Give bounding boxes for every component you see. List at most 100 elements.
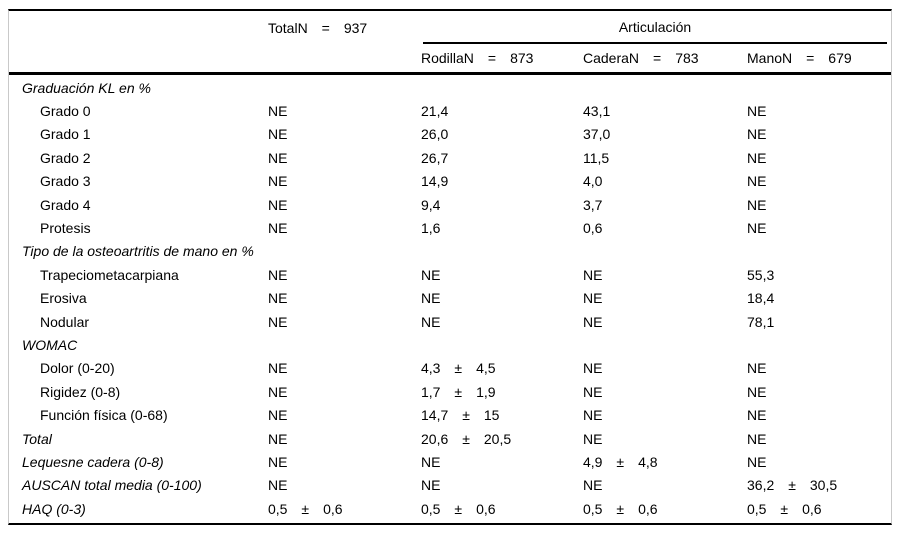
table-row: AUSCAN total media (0-100) NE NE NE 36,2… bbox=[9, 474, 891, 497]
cell-cadera: 43,1 bbox=[583, 103, 611, 120]
cell-cadera bbox=[583, 240, 747, 263]
cell-mano bbox=[747, 333, 891, 356]
table-body: Graduación KL en % Grado 0 NE 21,4 43,1 … bbox=[9, 75, 891, 523]
table-row: Graduación KL en % bbox=[9, 76, 891, 99]
cell-total: NE bbox=[268, 173, 288, 190]
row-label: Función física (0-68) bbox=[40, 407, 168, 424]
table-row: Rigidez (0-8) NE 1,7 ± 1,9 NE NE bbox=[9, 380, 891, 403]
cell-rodilla: 1,7 ± 1,9 bbox=[421, 383, 496, 400]
row-label: Grado 4 bbox=[40, 196, 91, 213]
cell-total: NE bbox=[268, 383, 288, 400]
cadera-n-header: CaderaN = 783 bbox=[583, 44, 747, 72]
table-row: HAQ (0-3) 0,5 ± 0,6 0,5 ± 0,6 0,5 ± 0,6 … bbox=[9, 497, 891, 520]
table-row: Nodular NE NE NE 78,1 bbox=[9, 310, 891, 333]
cell-mano: NE bbox=[747, 220, 767, 237]
cell-mano bbox=[747, 76, 891, 99]
cell-cadera: NE bbox=[583, 266, 603, 283]
mano-n-value: 679 bbox=[828, 50, 852, 66]
cell-mano: NE bbox=[747, 126, 767, 143]
table-row: Trapeciometacarpiana NE NE NE 55,3 bbox=[9, 263, 891, 286]
table-row: Tipo de la osteoartritis de mano en % bbox=[9, 240, 891, 263]
cell-rodilla: 26,7 bbox=[421, 149, 449, 166]
cell-rodilla: 21,4 bbox=[421, 103, 449, 120]
table-header: TotalN = 937 Articulación RodillaN = 873… bbox=[9, 11, 891, 75]
total-n-header: TotalN = 937 bbox=[268, 11, 421, 44]
cell-total bbox=[268, 240, 421, 263]
cell-rodilla: 1,6 bbox=[421, 220, 441, 237]
row-label: HAQ (0-3) bbox=[22, 500, 86, 517]
cell-mano: NE bbox=[747, 173, 767, 190]
cell-total: NE bbox=[268, 360, 288, 377]
cell-total: 0,5 ± 0,6 bbox=[268, 500, 343, 517]
table-row: Grado 2 NE 26,7 11,5 NE bbox=[9, 146, 891, 169]
row-label: Tipo de la osteoartritis de mano en % bbox=[22, 243, 254, 260]
cell-cadera: 37,0 bbox=[583, 126, 611, 143]
cell-cadera bbox=[583, 333, 747, 356]
cell-mano: 78,1 bbox=[747, 313, 775, 330]
cell-rodilla: 4,3 ± 4,5 bbox=[421, 360, 496, 377]
rodilla-n-header: RodillaN = 873 bbox=[421, 44, 583, 72]
cell-total: NE bbox=[268, 453, 288, 470]
row-label: Rigidez (0-8) bbox=[40, 383, 121, 400]
cell-cadera: 0,5 ± 0,6 bbox=[583, 500, 658, 517]
cell-mano: NE bbox=[747, 407, 767, 424]
cell-total: NE bbox=[268, 313, 288, 330]
header-empty-cell bbox=[9, 11, 268, 44]
cell-cadera: NE bbox=[583, 430, 603, 447]
cell-mano: NE bbox=[747, 383, 767, 400]
cell-cadera: 4,9 ± 4,8 bbox=[583, 453, 658, 470]
row-label: Protesis bbox=[40, 220, 91, 237]
cell-total: NE bbox=[268, 290, 288, 307]
cell-total bbox=[268, 76, 421, 99]
table-row: Dolor (0-20) NE 4,3 ± 4,5 NE NE bbox=[9, 357, 891, 380]
equals-sign: = bbox=[653, 50, 662, 66]
cell-total: NE bbox=[268, 149, 288, 166]
cell-mano: 0,5 ± 0,6 bbox=[747, 500, 822, 517]
cell-rodilla: 14,7 ± 15 bbox=[421, 407, 500, 424]
row-label: Grado 3 bbox=[40, 173, 91, 190]
table-row: WOMAC bbox=[9, 333, 891, 356]
cell-rodilla: NE bbox=[421, 266, 441, 283]
cell-total: NE bbox=[268, 196, 288, 213]
cadera-n-label: CaderaN bbox=[583, 50, 640, 66]
row-label: Erosiva bbox=[40, 290, 87, 307]
cell-rodilla: 20,6 ± 20,5 bbox=[421, 430, 512, 447]
cell-cadera: NE bbox=[583, 383, 603, 400]
row-label: WOMAC bbox=[22, 336, 78, 353]
cell-total bbox=[268, 333, 421, 356]
cell-cadera: NE bbox=[583, 360, 603, 377]
cell-mano: NE bbox=[747, 103, 767, 120]
equals-sign: = bbox=[487, 50, 497, 66]
cell-total: NE bbox=[268, 266, 288, 283]
row-label: Graduación KL en % bbox=[22, 79, 151, 96]
row-label: Dolor (0-20) bbox=[40, 360, 115, 377]
row-label: Grado 2 bbox=[40, 149, 91, 166]
cell-mano: NE bbox=[747, 453, 767, 470]
cell-rodilla: 0,5 ± 0,6 bbox=[421, 500, 496, 517]
mano-n-label: ManoN bbox=[747, 50, 793, 66]
table-row: Grado 3 NE 14,9 4,0 NE bbox=[9, 170, 891, 193]
table-row: Protesis NE 1,6 0,6 NE bbox=[9, 216, 891, 239]
cell-rodilla: NE bbox=[421, 313, 441, 330]
row-label: Nodular bbox=[40, 313, 90, 330]
cell-total: NE bbox=[268, 407, 288, 424]
table-row: Función física (0-68) NE 14,7 ± 15 NE NE bbox=[9, 403, 891, 426]
header-empty-cell bbox=[268, 44, 421, 72]
header-row-total: TotalN = 937 Articulación bbox=[9, 11, 891, 44]
cell-total: NE bbox=[268, 477, 288, 494]
cell-mano: 55,3 bbox=[747, 266, 775, 283]
cell-mano: NE bbox=[747, 196, 767, 213]
cell-rodilla bbox=[421, 240, 583, 263]
cell-rodilla: NE bbox=[421, 290, 441, 307]
row-label: Grado 0 bbox=[40, 103, 91, 120]
cell-cadera: NE bbox=[583, 290, 603, 307]
cadera-n-value: 783 bbox=[675, 50, 699, 66]
cell-rodilla bbox=[421, 76, 583, 99]
cell-cadera: 4,0 bbox=[583, 173, 603, 190]
cell-cadera: 0,6 bbox=[583, 220, 603, 237]
total-n-label: TotalN bbox=[268, 19, 308, 36]
cell-cadera: 3,7 bbox=[583, 196, 603, 213]
header-empty-cell bbox=[9, 44, 268, 72]
table-row: Grado 1 NE 26,0 37,0 NE bbox=[9, 123, 891, 146]
cell-cadera: NE bbox=[583, 407, 603, 424]
